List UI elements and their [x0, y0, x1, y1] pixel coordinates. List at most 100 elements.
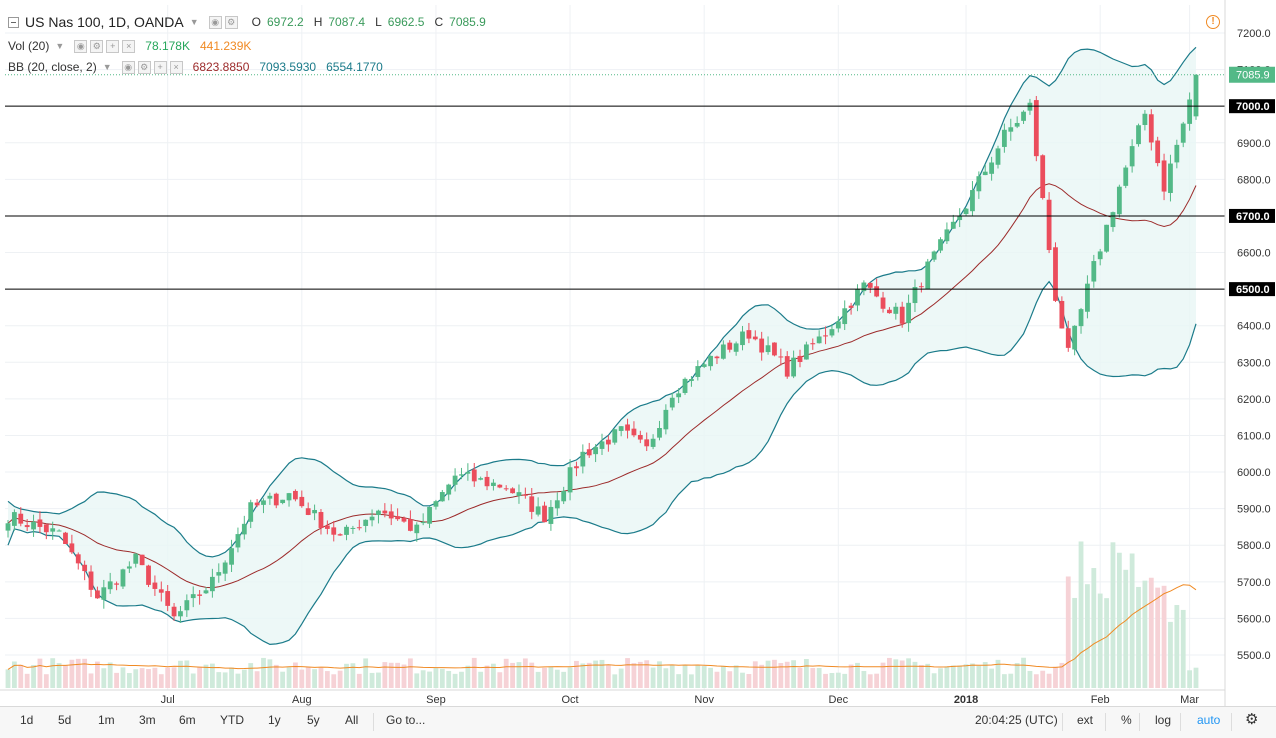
- eye-icon[interactable]: ◉: [74, 39, 88, 53]
- volume-bar: [567, 667, 573, 688]
- settings-icon[interactable]: ⚙: [224, 15, 238, 29]
- candle-body: [286, 493, 292, 501]
- close-icon[interactable]: ×: [122, 39, 136, 53]
- candle-body: [918, 286, 924, 288]
- volume-bar: [388, 662, 394, 688]
- volume-bar: [1008, 673, 1014, 688]
- candle-body: [1180, 123, 1186, 143]
- volume-bar: [293, 662, 298, 688]
- eye-icon[interactable]: ◉: [121, 60, 135, 74]
- range-1d-button[interactable]: 1d: [20, 713, 34, 727]
- volume-bar: [1187, 670, 1193, 688]
- time-axis[interactable]: Jul Aug Sep Oct Nov Dec 2018 Feb Mar: [0, 689, 1225, 706]
- candle-body: [439, 492, 445, 502]
- bb-actions[interactable]: ◉ ⚙ + ×: [121, 60, 183, 74]
- volume-bar: [574, 660, 579, 688]
- candle-body: [95, 590, 100, 599]
- close-icon[interactable]: ×: [169, 60, 183, 74]
- legend-actions[interactable]: ◉ ⚙: [208, 15, 238, 29]
- volume-bar: [1046, 673, 1052, 688]
- eye-icon[interactable]: ◉: [208, 15, 222, 29]
- volume-bar: [1027, 670, 1033, 688]
- candle-body: [241, 523, 247, 535]
- chevron-down-icon[interactable]: ▼: [189, 17, 199, 27]
- volume-bar: [133, 669, 139, 688]
- volume-bar: [356, 673, 362, 688]
- volume-bar: [1040, 670, 1046, 688]
- ext-toggle[interactable]: ext: [1077, 713, 1094, 727]
- utc-clock[interactable]: 20:04:25 (UTC): [975, 713, 1058, 727]
- volume-bar: [273, 664, 279, 688]
- settings-icon[interactable]: ⚙: [137, 60, 151, 74]
- volume-bar: [1001, 674, 1007, 688]
- open-label: O: [251, 15, 261, 29]
- candle-body: [293, 490, 298, 500]
- candle-body: [855, 289, 860, 306]
- volume-bar: [644, 660, 650, 688]
- settings-icon[interactable]: ⚙: [90, 39, 104, 53]
- candle-body: [101, 587, 107, 600]
- range-6m-button[interactable]: 6m: [179, 713, 196, 727]
- volume-bar: [414, 673, 420, 688]
- goto-button[interactable]: Go to...: [386, 713, 426, 727]
- range-1m-button[interactable]: 1m: [98, 713, 115, 727]
- horizontal-lines[interactable]: [5, 74, 1225, 290]
- range-ytd-button[interactable]: YTD: [220, 713, 244, 727]
- price-chart[interactable]: 7200.07100.06900.06800.06600.06400.06300…: [0, 0, 1276, 706]
- range-5y-button[interactable]: 5y: [307, 713, 320, 727]
- toolbar-divider: [1139, 713, 1140, 731]
- volume-bar: [171, 667, 177, 688]
- volume-bar: [1148, 577, 1154, 688]
- candle-body: [657, 427, 662, 438]
- volume-bar: [452, 673, 458, 688]
- auto-toggle[interactable]: auto: [1197, 713, 1221, 727]
- candle-body: [899, 306, 905, 324]
- collapse-icon[interactable]: [8, 16, 19, 28]
- range-5d-button[interactable]: 5d: [58, 713, 72, 727]
- bb-label[interactable]: BB (20, close, 2): [8, 60, 97, 74]
- candle-body: [1033, 100, 1039, 157]
- volume-bar: [50, 658, 56, 688]
- volume-bar: [18, 664, 24, 688]
- price-tick-label: 7200.0: [1237, 28, 1271, 40]
- add-icon[interactable]: +: [153, 60, 167, 74]
- range-all-button[interactable]: All: [345, 713, 359, 727]
- candle-body: [165, 591, 171, 606]
- volume-bar: [918, 664, 924, 688]
- candle-body: [273, 493, 279, 506]
- volume-bar: [542, 667, 547, 688]
- candle-body: [778, 356, 784, 358]
- candle-body: [567, 467, 573, 493]
- price-tick-label: 5500.0: [1237, 650, 1271, 662]
- candle-body: [561, 491, 567, 502]
- volume-bar: [184, 660, 190, 688]
- volume-bar: [970, 663, 975, 688]
- volume-bar: [146, 669, 151, 688]
- volume-bar: [1072, 597, 1078, 688]
- candle-body: [970, 190, 975, 212]
- volume-bar: [1193, 667, 1199, 688]
- volume-bar: [925, 663, 931, 688]
- candle-body: [816, 336, 822, 344]
- add-icon[interactable]: +: [106, 39, 120, 53]
- log-toggle[interactable]: log: [1155, 713, 1172, 727]
- open-value: 6972.2: [267, 15, 304, 29]
- range-1y-button[interactable]: 1y: [268, 713, 281, 727]
- settings-gear-icon[interactable]: ⚙: [1245, 711, 1259, 728]
- percent-toggle[interactable]: %: [1121, 713, 1132, 727]
- range-3m-button[interactable]: 3m: [139, 713, 156, 727]
- chevron-down-icon[interactable]: ▼: [102, 62, 112, 72]
- volume-label[interactable]: Vol (20): [8, 39, 50, 53]
- volume-actions[interactable]: ◉ ⚙ + ×: [74, 39, 136, 53]
- volume-bar: [363, 658, 369, 688]
- alert-icon[interactable]: !: [1206, 15, 1220, 29]
- chevron-down-icon[interactable]: ▼: [55, 41, 65, 51]
- price-axis[interactable]: 7200.07100.06900.06800.06600.06400.06300…: [1224, 0, 1275, 706]
- hline-price-tag: [1229, 208, 1275, 223]
- volume-bar: [1053, 666, 1058, 688]
- symbol-title[interactable]: US Nas 100, 1D, OANDA: [25, 14, 184, 30]
- candle-body: [43, 524, 49, 533]
- volume-bar: [1168, 621, 1173, 688]
- candle-body: [586, 449, 592, 456]
- volume-bar: [178, 660, 183, 688]
